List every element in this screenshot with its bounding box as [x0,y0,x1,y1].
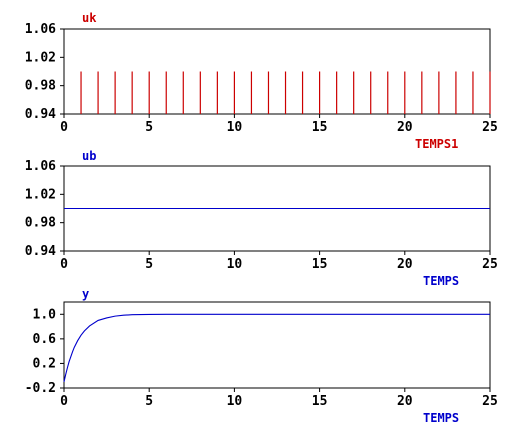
x-tick-label: 10 [227,394,243,409]
chart-title: uk [82,11,97,25]
chart-title: y [82,287,89,301]
chart-panel-1: 0.94 0.98 1.02 1.06 0 5 10 15 20 25 uk TEMPS1 [25,11,498,151]
y-tick-label: 1.06 [25,22,56,37]
x-tick-label: 0 [60,257,68,272]
x-tick-label: 15 [312,394,328,409]
chart-panel-2: 0.94 0.98 1.02 1.06 0 5 10 15 20 25 ub TEMPS [25,149,498,288]
plot-frame [63,301,491,389]
x-tick-label: 0 [60,394,68,409]
x-tick-label: 10 [227,120,243,135]
chart-title: ub [82,149,96,163]
x-tick-label: 25 [482,257,498,272]
y-tick-label: 0.94 [25,244,56,259]
y-tick-label: 1.02 [25,187,56,202]
chart-panel-3: -0.2 0.2 0.6 1.0 0 5 10 15 20 25 y TEMPS [25,287,498,425]
y-tick-label: 0.98 [25,79,56,94]
x-tick-label: 0 [60,120,68,135]
y-tick-label: 0.2 [33,356,56,371]
plot-frame [63,28,491,115]
y-tick-label: 1.06 [25,159,56,174]
y-tick-label: 1.02 [25,50,56,65]
x-tick-label: 5 [145,394,153,409]
y-tick-label: 1.0 [33,307,57,322]
x-tick-label: 10 [227,257,243,272]
x-axis-label: TEMPS [423,274,459,288]
x-axis-label: TEMPS1 [415,137,458,151]
y-tick-label: 0.6 [33,332,57,347]
x-tick-label: 15 [312,257,328,272]
y-tick-label: 0.94 [25,107,56,122]
y-tick-label: 0.98 [25,216,56,231]
x-tick-label: 20 [397,120,413,135]
x-tick-label: 5 [145,120,153,135]
x-tick-label: 20 [397,257,413,272]
x-tick-label: 5 [145,257,153,272]
y-tick-label: -0.2 [25,381,56,396]
x-tick-label: 20 [397,394,413,409]
x-axis-label: TEMPS [423,411,459,425]
x-tick-label: 15 [312,120,328,135]
series-line [63,313,490,382]
x-tick-label: 25 [482,394,498,409]
x-tick-label: 25 [482,120,498,135]
